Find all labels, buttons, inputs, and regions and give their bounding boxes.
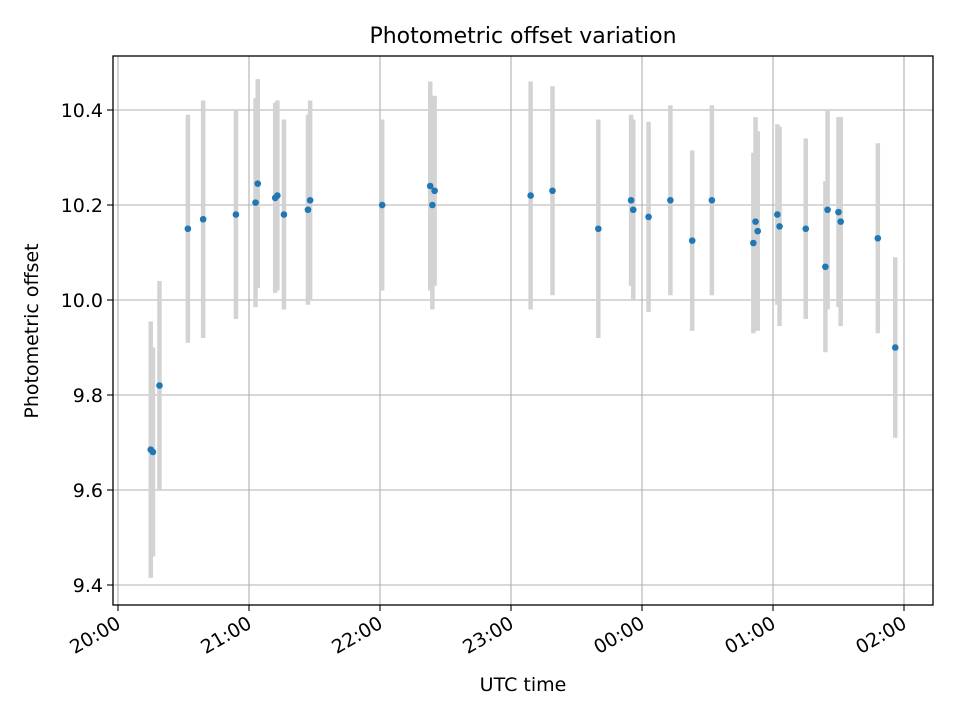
- data-point: [156, 382, 163, 389]
- data-point: [149, 448, 157, 456]
- y-tick-label: 10.0: [61, 290, 103, 312]
- data-point: [837, 218, 844, 225]
- data-point: [835, 208, 842, 216]
- data-point: [426, 182, 434, 190]
- data-points: [147, 180, 899, 456]
- data-point: [776, 223, 783, 230]
- y-tick-label: 10.4: [61, 100, 103, 122]
- y-tick-label: 10.2: [61, 195, 103, 217]
- data-point: [629, 206, 637, 214]
- data-point: [232, 211, 240, 218]
- y-tick-label: 9.4: [73, 575, 103, 597]
- data-point: [304, 206, 312, 214]
- y-tick-label: 9.8: [73, 385, 103, 407]
- x-tick-label: 02:00: [852, 612, 910, 658]
- data-point: [627, 196, 635, 204]
- error-bars: [148, 79, 898, 578]
- x-tick-label: 01:00: [721, 612, 779, 658]
- grid-lines: [113, 56, 933, 605]
- data-point: [752, 218, 759, 225]
- data-point: [252, 199, 259, 206]
- data-point: [549, 187, 556, 195]
- data-point: [199, 215, 207, 223]
- y-tick-label: 9.6: [73, 480, 103, 502]
- data-point: [306, 196, 314, 204]
- data-point: [774, 211, 781, 218]
- x-tick-label: 00:00: [590, 612, 648, 658]
- chart-title: Photometric offset variation: [369, 24, 676, 49]
- data-point: [595, 225, 602, 233]
- y-axis-label: Photometric offset: [21, 243, 43, 418]
- data-point: [280, 211, 288, 218]
- data-point: [754, 227, 762, 235]
- x-tick-label: 21:00: [197, 612, 255, 658]
- data-point: [874, 234, 882, 242]
- data-point: [274, 192, 281, 199]
- x-tick-label: 23:00: [459, 612, 517, 658]
- data-point: [378, 201, 386, 209]
- data-point: [645, 213, 652, 221]
- data-point: [750, 239, 757, 247]
- data-point: [431, 187, 438, 195]
- data-point: [824, 206, 831, 214]
- data-point: [429, 201, 436, 209]
- data-point: [254, 180, 262, 187]
- data-point: [688, 237, 696, 244]
- x-axis-label: UTC time: [480, 674, 567, 696]
- data-point: [708, 196, 716, 204]
- x-tick-label: 22:00: [328, 612, 386, 658]
- data-point: [667, 196, 674, 204]
- data-point: [802, 225, 810, 233]
- x-tick-label: 20:00: [66, 612, 124, 658]
- data-point: [822, 263, 829, 271]
- data-point: [184, 225, 192, 233]
- plot-frame: [112, 55, 934, 606]
- data-point: [527, 192, 534, 199]
- data-point: [891, 344, 899, 351]
